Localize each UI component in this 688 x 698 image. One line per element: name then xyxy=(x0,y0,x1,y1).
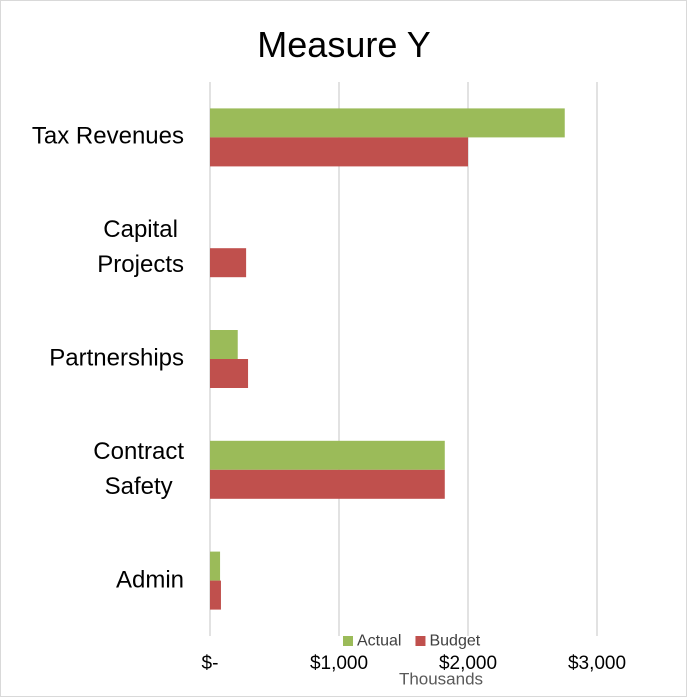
y-tick-label: Contract Safety xyxy=(93,438,184,500)
bar xyxy=(210,359,249,388)
bar xyxy=(210,137,468,167)
y-tick-label: Admin xyxy=(115,566,184,594)
legend-swatch xyxy=(343,636,353,646)
y-tick-label: Partnerships xyxy=(49,344,184,372)
legend-label: Actual xyxy=(357,632,402,650)
legend-swatch xyxy=(415,636,426,646)
x-tick-label: $1,000 xyxy=(309,653,369,675)
bar xyxy=(210,330,238,359)
bar xyxy=(210,551,221,581)
x-tick-label: $2,000 xyxy=(438,653,498,675)
chart-title: Measure Y xyxy=(257,23,431,65)
bar xyxy=(210,440,445,470)
bar xyxy=(210,248,247,278)
y-tick-label: Capital Projects xyxy=(97,216,184,279)
x-tick-label: $- xyxy=(201,653,219,675)
bar xyxy=(210,469,445,499)
y-tick-label: Tax Revenues xyxy=(31,122,184,150)
x-unit-label: Thousands xyxy=(398,669,484,689)
x-tick-label: $3,000 xyxy=(567,653,627,675)
bar xyxy=(210,108,565,138)
legend-label: Budget xyxy=(429,632,481,650)
bar xyxy=(210,580,221,610)
